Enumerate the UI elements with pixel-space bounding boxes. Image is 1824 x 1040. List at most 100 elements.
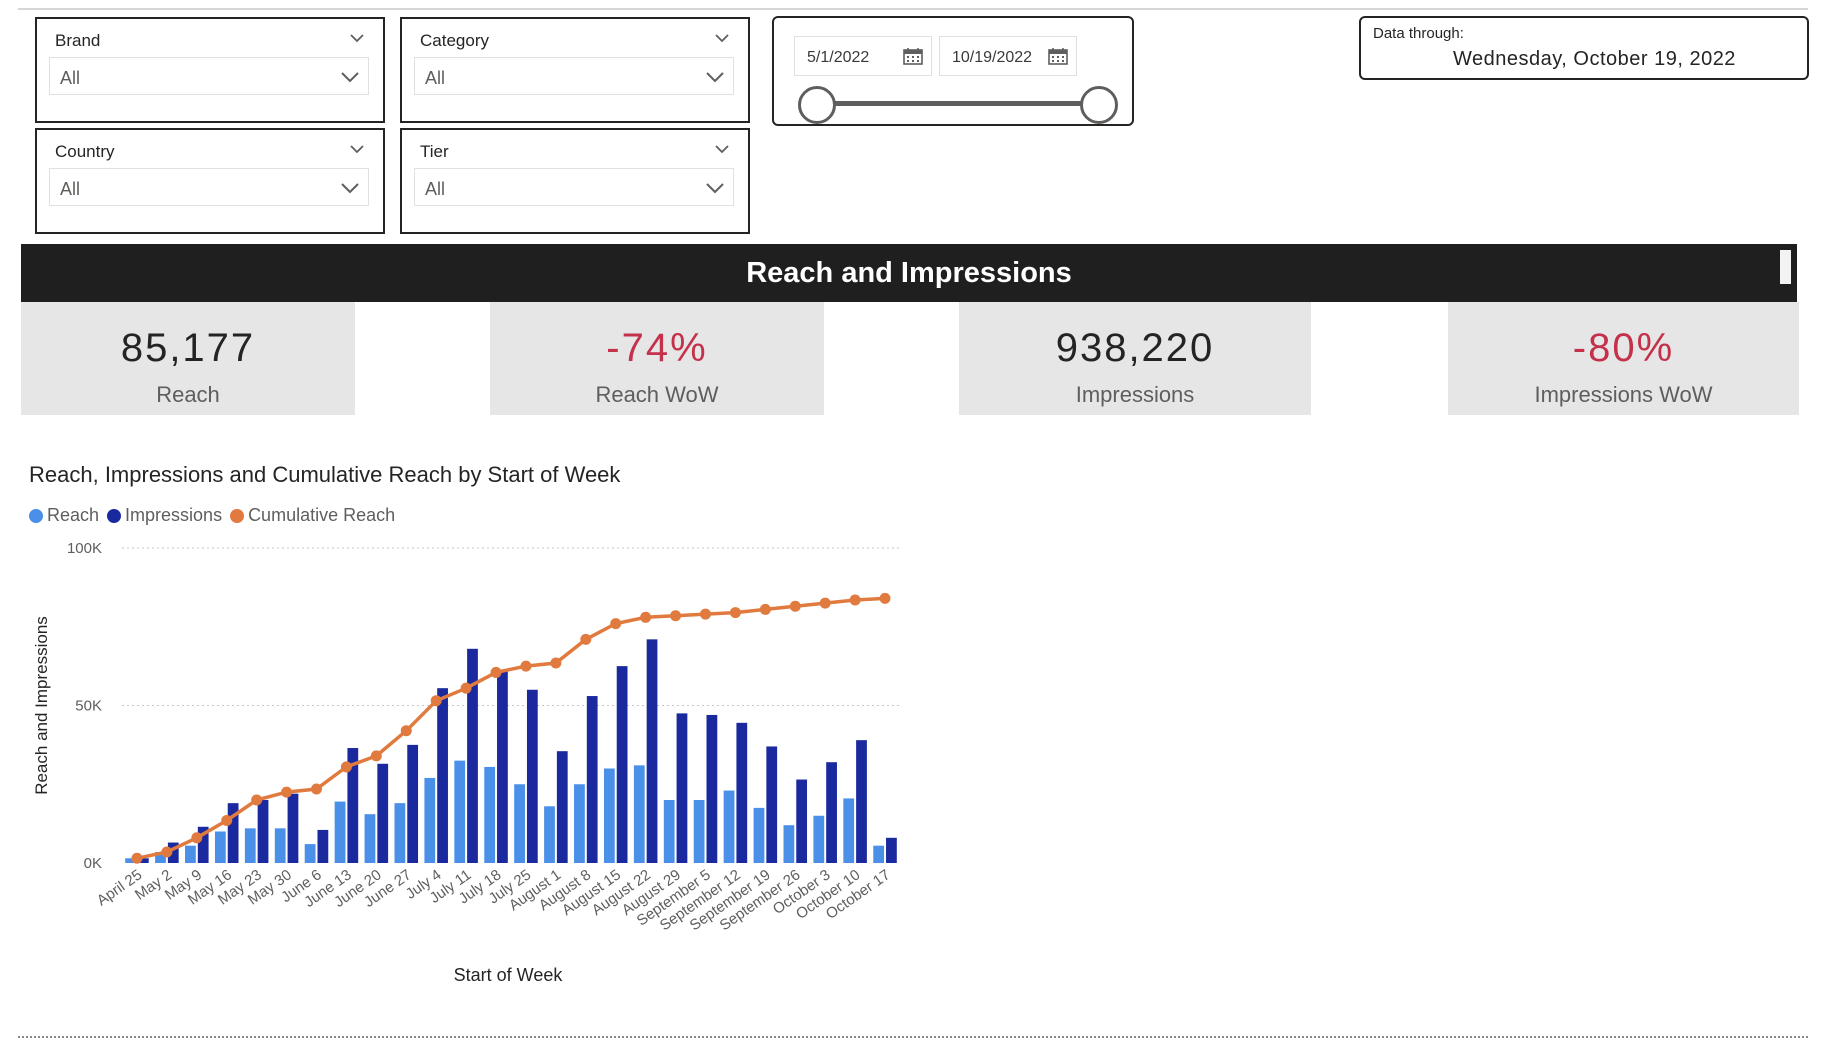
cumulative-reach-point (131, 852, 143, 864)
country-slicer[interactable]: Country All (35, 128, 385, 234)
legend-item-reach[interactable]: Reach (29, 505, 99, 526)
tier-dropdown[interactable]: All (414, 168, 734, 206)
cumulative-reach-point (460, 682, 472, 694)
cumulative-reach-point (430, 695, 442, 707)
start-date-input[interactable]: 5/1/2022 (794, 36, 932, 76)
reach-bar (753, 807, 765, 863)
tier-dropdown-value: All (425, 179, 446, 199)
legend-item-cumulative-reach[interactable]: Cumulative Reach (230, 505, 395, 526)
calendar-icon[interactable] (1048, 47, 1068, 65)
reach-bar (454, 760, 466, 863)
brand-slicer[interactable]: Brand All (35, 17, 385, 123)
legend-dot (107, 508, 122, 523)
date-range-track[interactable] (814, 101, 1094, 106)
chevron-down-icon[interactable] (340, 182, 360, 194)
impressions-bar (826, 762, 837, 863)
legend-dot (230, 508, 245, 523)
cumulative-reach-point (550, 657, 562, 669)
chevron-down-icon[interactable] (714, 144, 730, 154)
reach-impressions-chart[interactable]: 0K 50K 100K Reach and Impressions Start of W… (0, 530, 940, 1000)
chevron-down-icon[interactable] (349, 144, 365, 154)
cumulative-reach-point (311, 783, 322, 795)
start-date-value: 5/1/2022 (807, 49, 870, 66)
category-dropdown[interactable]: All (414, 57, 734, 95)
chevron-down-icon[interactable] (714, 33, 730, 43)
country-slicer-label: Country (55, 142, 115, 161)
data-through-value: Wednesday, October 19, 2022 (1453, 48, 1736, 70)
cumulative-reach-point (161, 846, 173, 858)
impressions-bar (796, 779, 808, 863)
impressions-bar (736, 722, 748, 863)
reach-bar (244, 828, 256, 863)
impressions-bar (437, 688, 448, 863)
scrollbar[interactable] (1780, 250, 1791, 284)
cumulative-reach-point (251, 794, 263, 806)
chevron-down-icon[interactable] (705, 71, 725, 83)
reach-bar (155, 851, 166, 863)
calendar-icon[interactable] (903, 47, 923, 65)
start-date-handle[interactable] (798, 86, 836, 124)
kpi-value: -80% (1572, 326, 1675, 370)
cumulative-reach-point (610, 618, 622, 630)
brand-dropdown[interactable]: All (49, 57, 369, 95)
impressions-bar (467, 648, 478, 863)
reach-bar (663, 800, 675, 863)
impressions-bar (407, 744, 419, 863)
y-tick-label: 50K (75, 698, 102, 715)
kpi-caption: Reach WoW (595, 382, 719, 407)
legend-label: Impressions (125, 505, 223, 525)
tier-slicer[interactable]: Tier All (400, 128, 750, 234)
cumulative-reach-point (191, 832, 203, 844)
end-date-input[interactable]: 10/19/2022 (939, 36, 1077, 76)
data-through-card: Data through: Wednesday, October 19, 202… (1359, 16, 1809, 80)
impressions-bar (706, 714, 718, 863)
y-tick-label: 100K (67, 540, 102, 557)
end-date-handle[interactable] (1080, 86, 1118, 124)
cumulative-reach-point (670, 610, 682, 622)
chevron-down-icon[interactable] (340, 71, 360, 83)
date-range-slicer[interactable]: 5/1/2022 10/19/2022 (772, 16, 1134, 126)
top-divider (18, 0, 1808, 10)
reach-bar (364, 814, 376, 863)
end-date-value: 10/19/2022 (952, 49, 1033, 66)
legend-item-impressions[interactable]: Impressions (107, 505, 222, 526)
impressions-bar (287, 793, 299, 863)
reach-bar (424, 777, 436, 863)
cumulative-reach-point (400, 725, 412, 737)
kpi-card-impressions-wow: -80% Impressions WoW (1448, 302, 1799, 415)
reach-bar (603, 768, 615, 863)
section-banner: Reach and Impressions (21, 244, 1797, 302)
cumulative-reach-point (700, 608, 711, 620)
country-dropdown-value: All (60, 179, 81, 199)
impressions-bar (856, 740, 867, 863)
kpi-caption: Impressions (1075, 382, 1195, 407)
country-dropdown[interactable]: All (49, 168, 369, 206)
chevron-down-icon[interactable] (349, 33, 365, 43)
reach-bar (304, 844, 316, 863)
x-axis-title: Start of Week (454, 965, 564, 985)
category-slicer[interactable]: Category All (400, 17, 750, 123)
impressions-bar (586, 696, 598, 863)
legend-dot (29, 508, 43, 523)
reach-bar (693, 800, 705, 863)
impressions-bar (556, 751, 568, 863)
y-axis-title: Reach and Impressions (32, 616, 51, 795)
impressions-bar (886, 837, 897, 863)
impressions-bar (526, 689, 538, 863)
kpi-caption: Reach (156, 382, 220, 407)
kpi-caption: Impressions WoW (1534, 382, 1713, 407)
chevron-down-icon[interactable] (705, 182, 725, 194)
cumulative-reach-point (580, 633, 592, 645)
cumulative-reach-point (340, 761, 352, 773)
y-tick-label: 0K (84, 855, 102, 872)
tier-slicer-label: Tier (420, 142, 449, 161)
impressions-bar (227, 803, 239, 863)
kpi-card-reach: 85,177 Reach (21, 302, 355, 415)
impressions-bar (137, 858, 149, 863)
cumulative-reach-point (729, 607, 741, 619)
impressions-bar (377, 763, 389, 863)
reach-bar (574, 784, 585, 863)
impressions-bar (317, 829, 329, 863)
impressions-bar (497, 670, 508, 863)
cumulative-reach-point (370, 750, 382, 762)
